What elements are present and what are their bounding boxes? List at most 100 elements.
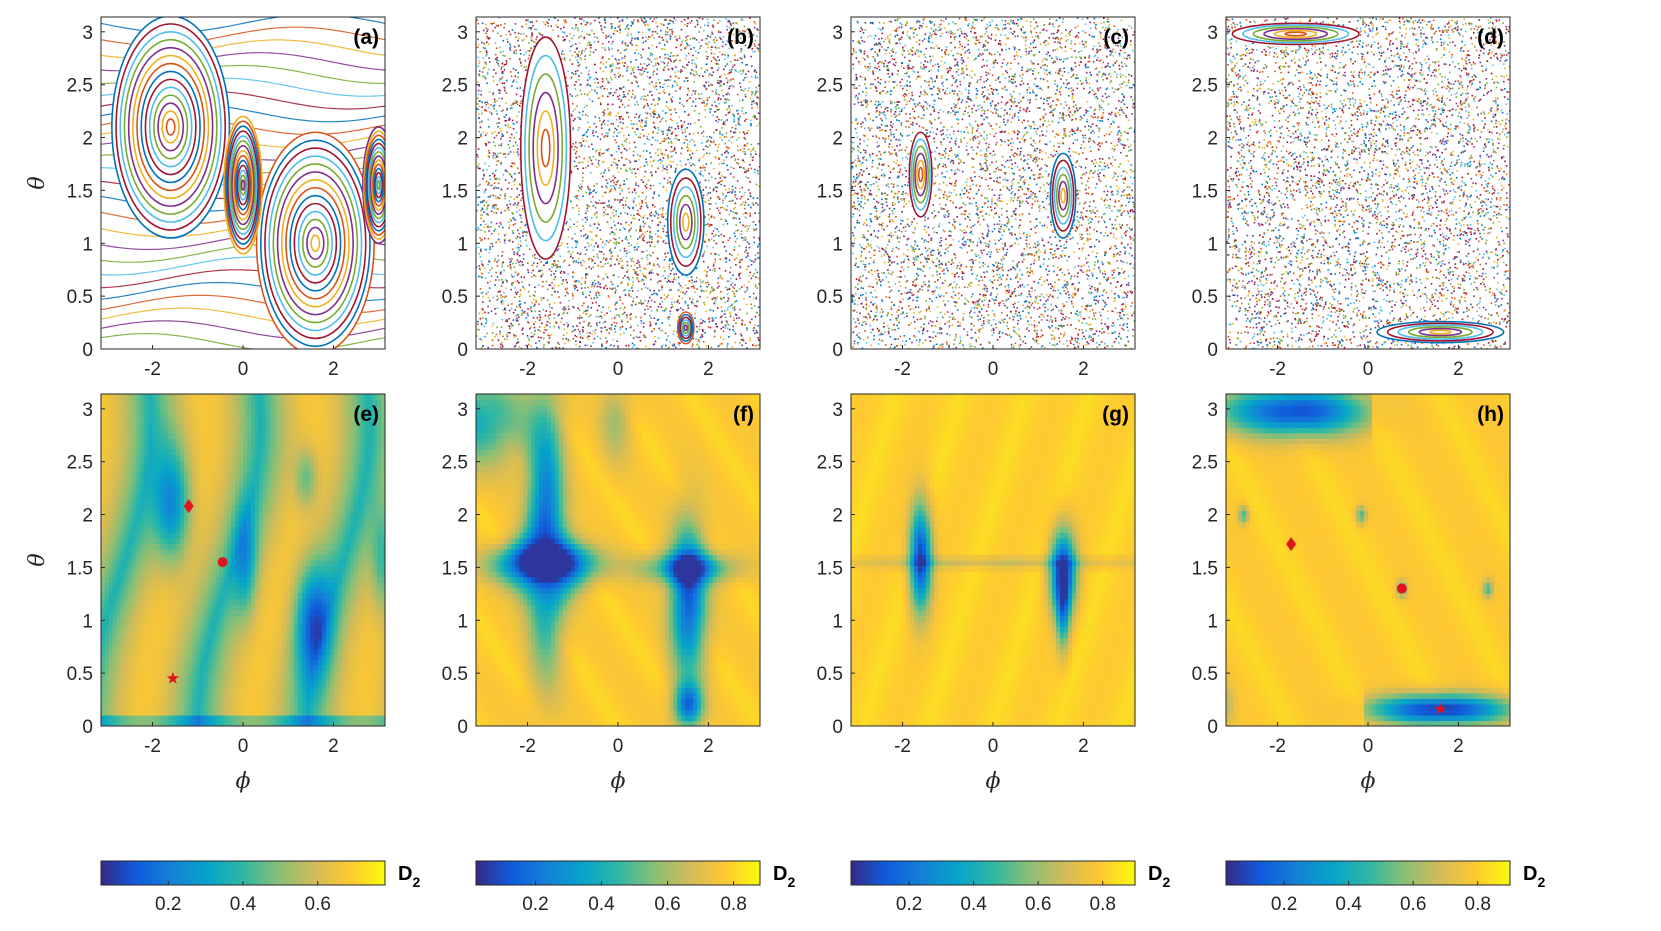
y-tick-label: 2 xyxy=(82,129,93,150)
colorbar-tick-label: 0.2 xyxy=(522,894,548,915)
y-tick-label: 1.5 xyxy=(442,558,468,579)
island xyxy=(519,36,572,260)
colorbar: 0.2 0.4 0.6 D2 xyxy=(100,860,420,915)
y-tick-label: 3 xyxy=(82,400,93,421)
panel-e: -2 0 2 0 0.5 1 1.5 2 2.5 3 (e) θ ϕ xyxy=(25,393,386,794)
y-tick-label: 0 xyxy=(1207,717,1218,738)
x-axis-label: ϕ xyxy=(986,769,1001,794)
colorbar-tick-label: 0.6 xyxy=(305,894,331,915)
y-tick-label: 2.5 xyxy=(67,453,93,474)
panel-h: -2 0 2 0 0.5 1 1.5 2 2.5 3 (h) ϕ xyxy=(1192,393,1511,794)
panel-label: (c) xyxy=(1103,26,1129,49)
colorbar-tick-label: 0.4 xyxy=(230,894,257,915)
x-tick-label: -2 xyxy=(144,736,161,757)
island xyxy=(676,311,695,345)
y-tick-label: 0.5 xyxy=(817,287,843,308)
y-tick-label: 0.5 xyxy=(67,287,93,308)
x-tick-label: 2 xyxy=(1078,359,1089,380)
y-tick-label: 0.5 xyxy=(817,664,843,685)
x-axis-label: ϕ xyxy=(236,769,251,794)
x-tick-label: -2 xyxy=(519,359,536,380)
colorbar-tick-label: 0.6 xyxy=(1025,894,1051,915)
x-tick-label: 0 xyxy=(1363,359,1374,380)
y-tick-label: 2 xyxy=(457,129,468,150)
y-tick-label: 1 xyxy=(832,234,843,255)
colorbar-tick-label: 0.4 xyxy=(588,894,615,915)
x-tick-label: 0 xyxy=(1363,736,1374,757)
colorbar-tick-label: 0.4 xyxy=(960,894,987,915)
x-tick-label: -2 xyxy=(144,359,161,380)
island xyxy=(1231,22,1360,46)
y-tick-label: 1 xyxy=(457,611,468,632)
colorbar-tick-label: 0.8 xyxy=(720,894,746,915)
colorbar-tick-label: 0.2 xyxy=(1271,894,1297,915)
y-tick-label: 0 xyxy=(832,340,843,361)
y-tick-label: 1 xyxy=(832,611,843,632)
x-tick-label: 2 xyxy=(1453,736,1464,757)
heatmap-cells xyxy=(476,394,760,726)
panel-d: -2 0 2 0 0.5 1 1.5 2 2.5 3 (d) xyxy=(1192,16,1511,380)
x-tick-label: -2 xyxy=(894,736,911,757)
colorbar-tick-label: 0.2 xyxy=(155,894,181,915)
colorbar: 0.2 0.4 0.6 0.8 D2 xyxy=(850,860,1170,915)
colorbar-gradient xyxy=(1225,860,1511,886)
x-tick-label: 2 xyxy=(703,736,714,757)
x-tick-label: 2 xyxy=(328,736,339,757)
y-tick-label: 0 xyxy=(457,340,468,361)
chaotic-sea xyxy=(476,17,760,349)
colorbar: 0.2 0.4 0.6 0.8 D2 xyxy=(1225,860,1545,915)
panel-label: (f) xyxy=(733,403,754,426)
panel-label: (d) xyxy=(1477,26,1504,49)
x-tick-label: 0 xyxy=(238,736,249,757)
x-tick-label: -2 xyxy=(1269,359,1286,380)
island xyxy=(666,168,705,276)
colorbar-tick-label: 0.8 xyxy=(1090,894,1116,915)
y-tick-label: 2.5 xyxy=(817,76,843,97)
y-tick-label: 1.5 xyxy=(1192,558,1218,579)
y-tick-label: 1.5 xyxy=(67,181,93,202)
y-tick-label: 3 xyxy=(1207,400,1218,421)
plot-area xyxy=(476,17,760,349)
plot-area xyxy=(101,394,385,726)
panel-label: (e) xyxy=(353,403,379,426)
y-tick-label: 2 xyxy=(82,506,93,527)
y-tick-label: 2 xyxy=(832,129,843,150)
y-tick-label: 0 xyxy=(457,717,468,738)
y-tick-label: 1 xyxy=(82,611,93,632)
y-tick-label: 1 xyxy=(1207,234,1218,255)
diamond-marker xyxy=(1286,537,1297,552)
y-tick-label: 2.5 xyxy=(817,453,843,474)
y-tick-label: 1 xyxy=(1207,611,1218,632)
star-marker xyxy=(166,671,180,684)
heatmap-cells xyxy=(851,394,1135,726)
y-tick-label: 2.5 xyxy=(1192,76,1218,97)
y-tick-label: 3 xyxy=(82,23,93,44)
y-tick-label: 2.5 xyxy=(1192,453,1218,474)
y-tick-label: 2 xyxy=(1207,506,1218,527)
y-tick-label: 0 xyxy=(82,717,93,738)
island xyxy=(223,115,263,255)
y-tick-label: 2 xyxy=(832,506,843,527)
y-tick-label: 1.5 xyxy=(67,558,93,579)
star-marker xyxy=(1434,702,1447,715)
x-tick-label: 2 xyxy=(328,359,339,380)
y-tick-label: 0 xyxy=(82,340,93,361)
colorbar-tick-label: 0.6 xyxy=(1400,894,1426,915)
island xyxy=(1376,320,1505,344)
y-tick-label: 0 xyxy=(1207,340,1218,361)
panel-c: -2 0 2 0 0.5 1 1.5 2 2.5 3 (c) xyxy=(817,16,1136,380)
circle-marker xyxy=(1396,583,1407,594)
x-axis-label: ϕ xyxy=(611,769,626,794)
colorbar-label: D2 xyxy=(1148,863,1170,890)
colorbar-tick-label: 0.4 xyxy=(1335,894,1362,915)
island xyxy=(1049,152,1077,239)
panel-g: -2 0 2 0 0.5 1 1.5 2 2.5 3 (g) ϕ xyxy=(817,393,1136,794)
y-tick-label: 1.5 xyxy=(442,181,468,202)
colorbar-label: D2 xyxy=(773,863,795,890)
y-tick-label: 1 xyxy=(457,234,468,255)
y-tick-label: 2 xyxy=(457,506,468,527)
plot-area xyxy=(851,17,1135,349)
x-tick-label: -2 xyxy=(519,736,536,757)
colorbar-tick-label: 0.6 xyxy=(654,894,680,915)
